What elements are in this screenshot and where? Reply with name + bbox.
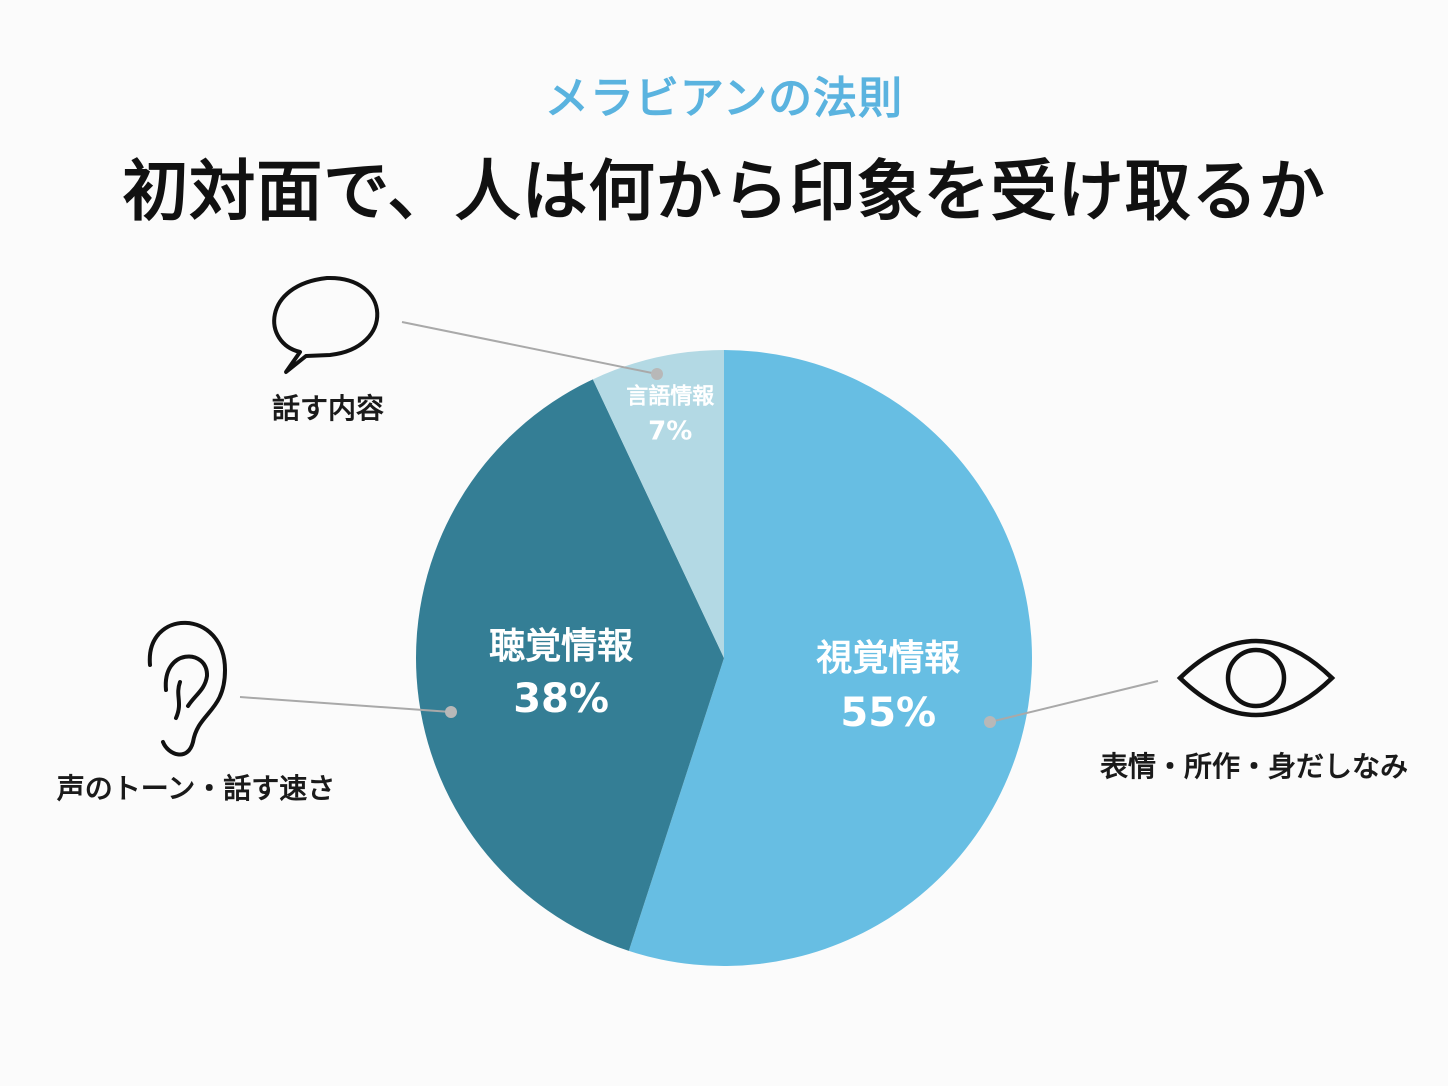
leader-dot-2 — [445, 706, 457, 718]
leader-line-3 — [401, 321, 658, 375]
pie-slice-1 — [628, 350, 1032, 967]
chart-title: 初対面で、人は何から印象を受け取るか — [122, 153, 1326, 230]
chart-subtitle: メラビアンの法則 — [544, 73, 904, 124]
desc-vocal: 声のトーン・話す速さ — [57, 772, 336, 805]
slice-labels: 視覚情報 55% 聴覚情報 38% 言語情報 7% — [489, 384, 960, 736]
slice-value-2: 38% — [513, 676, 609, 722]
speech-bubble-icon — [272, 275, 380, 374]
pie-slice-2 — [416, 379, 724, 951]
eye-icon — [1176, 638, 1336, 718]
slice-value-3: 7% — [648, 417, 692, 447]
leader-dot-3 — [651, 368, 663, 380]
pie-slice-3 — [592, 350, 724, 658]
leader-line-2 — [239, 696, 452, 713]
slice-label-3: 言語情報 — [626, 384, 715, 410]
leader-lines — [239, 321, 1159, 728]
slice-label-2: 聴覚情報 — [489, 626, 633, 667]
pie-slices — [416, 350, 1032, 967]
ear-icon — [147, 620, 227, 757]
desc-verbal: 話す内容 — [272, 392, 384, 425]
leader-line-1 — [989, 680, 1159, 723]
slice-value-1: 55% — [840, 690, 936, 736]
desc-visual: 表情・所作・身だしなみ — [1100, 750, 1408, 783]
leader-dot-1 — [984, 716, 996, 728]
slice-label-1: 視覚情報 — [816, 638, 960, 679]
